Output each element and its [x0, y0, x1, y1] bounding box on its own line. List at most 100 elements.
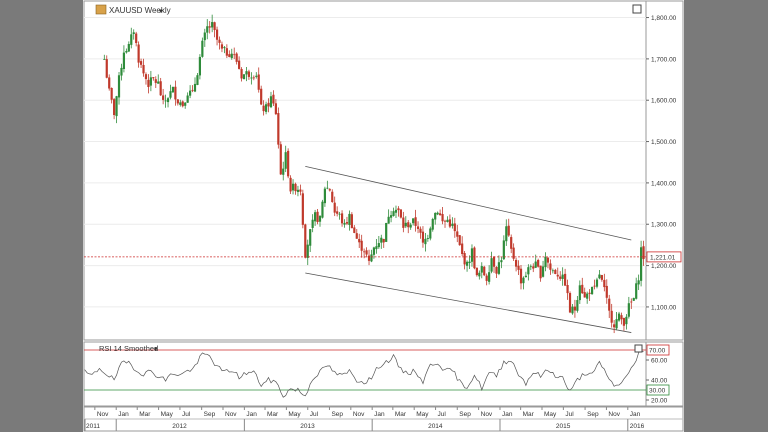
candle-body [456, 231, 459, 237]
candle-body [103, 58, 106, 60]
candle-body [301, 193, 304, 225]
candle-body [137, 44, 140, 63]
candle-body [108, 77, 111, 89]
rsi-level-label: 70.00 [649, 348, 666, 355]
candle-body [605, 285, 608, 298]
main-price-axis [645, 0, 684, 341]
maximize-icon [632, 4, 642, 14]
candle-body [282, 168, 285, 175]
candle-body [399, 209, 402, 218]
candle-body [598, 274, 601, 279]
candle-body [139, 61, 143, 65]
rsi-level-tag [646, 344, 670, 356]
main-chart-title[interactable]: XAUUSD Weekly [109, 6, 171, 15]
rsi-title[interactable]: RSI 14 Smoothed [99, 344, 158, 353]
candle-body [485, 275, 488, 281]
candle-body [564, 273, 567, 286]
candle-body [220, 44, 224, 49]
candle-body [478, 272, 481, 277]
candle-body [593, 285, 596, 287]
candle-body [255, 75, 258, 77]
candle-body [176, 99, 179, 104]
candle-body [125, 50, 128, 53]
x-month-label: Jan [118, 411, 129, 418]
main-y-tick-label: 1,400.00 [651, 180, 677, 187]
candle-body [541, 266, 545, 277]
candle-body [188, 90, 192, 96]
candle-body [546, 257, 550, 263]
main-title-dropdown-icon[interactable]: ▾ [159, 8, 163, 15]
candle-body [551, 270, 554, 272]
main-plot-area [83, 0, 647, 341]
candle-body [534, 261, 537, 268]
main-maximize-button[interactable] [632, 4, 642, 14]
candle-body [576, 300, 579, 311]
rsi-level-label: 30.00 [649, 388, 666, 395]
candle-body [475, 267, 478, 276]
main-y-tick-label: 1,500.00 [651, 139, 677, 146]
main-y-tick-labels: 1,100.00 1,200.00 1,300.00 1,400.00 1,500.00… [646, 15, 677, 311]
candle-body [544, 256, 547, 268]
candle-body [191, 89, 194, 91]
candle-body [637, 280, 640, 285]
x-month-label: Nov [225, 411, 237, 418]
candle-body [225, 48, 228, 56]
candle-body [573, 306, 577, 311]
candle-body [439, 213, 442, 216]
candle-body [468, 261, 471, 264]
rsi-title-group[interactable]: RSI 14 Smoothed ▾ [99, 344, 158, 353]
candle-body [306, 244, 309, 258]
x-month-label: Nov [353, 411, 365, 418]
candle-body [458, 235, 461, 246]
candle-body [581, 284, 584, 294]
candle-body [343, 222, 346, 225]
candle-body [353, 227, 356, 233]
candle-body [213, 22, 216, 31]
candle-body [304, 224, 307, 258]
candle-body [554, 269, 557, 274]
candle-body [355, 233, 358, 239]
candle-body [451, 223, 454, 226]
candle-body [461, 243, 464, 255]
candle-body [299, 189, 302, 192]
main-title-group[interactable]: XAUUSD Weekly ▾ [95, 4, 171, 15]
candle-body [590, 286, 594, 295]
rsi-level-lines: 70.00 30.00 [84, 344, 670, 396]
candle-body [441, 214, 444, 222]
candle-body [149, 77, 152, 86]
candle-body [382, 238, 385, 243]
candle-body [365, 250, 368, 255]
candle-body [519, 268, 523, 284]
rsi-title-dropdown-icon[interactable]: ▾ [154, 346, 158, 353]
candle-body [367, 255, 371, 261]
candle-body [291, 183, 295, 191]
candle-body [470, 248, 474, 262]
x-month-label: May [161, 411, 174, 418]
x-month-label: Nov [608, 411, 620, 418]
candle-body [296, 189, 300, 192]
candle-body [490, 258, 493, 272]
candle-body [424, 238, 427, 245]
candle-body [130, 34, 133, 45]
candle-body [181, 101, 184, 107]
candle-body [620, 315, 623, 320]
candle-body [174, 86, 177, 100]
candle-body [287, 150, 290, 177]
candle-body [309, 229, 312, 246]
candle-body [615, 319, 618, 329]
candle-body [385, 222, 388, 242]
candle-body [336, 211, 339, 214]
candle-body [223, 47, 226, 49]
x-month-label: May [416, 411, 429, 418]
candle-body [203, 32, 206, 41]
candle-body [318, 216, 322, 222]
candle-body [186, 95, 189, 103]
candle-body [171, 86, 175, 93]
candle-body [135, 33, 138, 44]
candle-body [524, 275, 527, 278]
rsi-maximize-button[interactable] [634, 344, 643, 353]
candle-body [267, 102, 270, 107]
x-month-label: Jan [502, 411, 513, 418]
current-price-line: 1,221.01 [84, 251, 682, 263]
x-year-labels: 2011 2012 2013 2014 2015 2016 [84, 419, 645, 431]
